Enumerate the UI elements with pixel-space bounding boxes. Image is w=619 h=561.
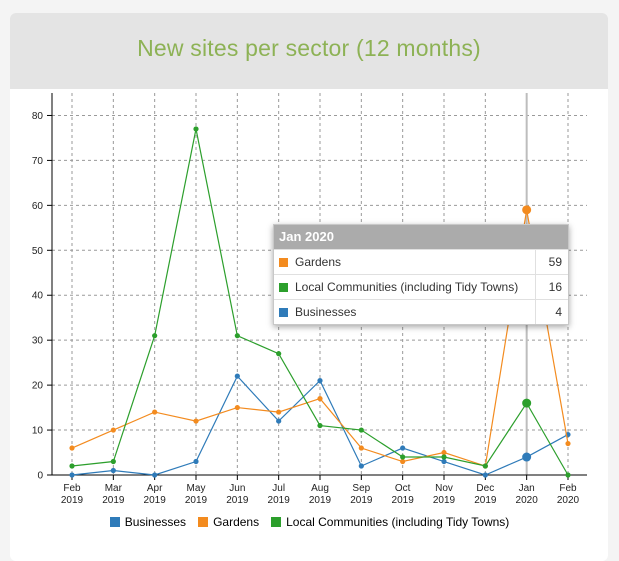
data-point (69, 472, 75, 478)
data-point (358, 463, 364, 469)
chart-tooltip: Jan 2020 Gardens 59 Local Communities (i… (273, 224, 569, 325)
x-tick-label-year: 2019 (102, 495, 125, 506)
legend-label: Gardens (213, 515, 260, 529)
data-point (522, 398, 532, 408)
x-tick-label-month: Feb (63, 483, 81, 494)
x-tick-label-year: 2020 (557, 495, 580, 506)
tooltip-swatch-gardens (279, 257, 288, 267)
data-point (400, 445, 406, 451)
x-tick-label-month: Jan (519, 483, 535, 494)
data-point (193, 418, 199, 424)
data-point (565, 472, 571, 478)
data-point (441, 449, 447, 456)
y-tick-label: 60 (32, 201, 44, 212)
data-point (69, 463, 75, 469)
x-tick-label-year: 2019 (433, 495, 456, 506)
data-point (110, 467, 116, 474)
legend-swatch-businesses (109, 517, 120, 527)
data-point (193, 126, 199, 132)
legend-swatch-gardens (198, 517, 209, 527)
x-tick-label-month: Nov (435, 483, 453, 494)
x-tick-label-month: Jun (229, 483, 245, 494)
data-point (317, 378, 323, 384)
data-point (400, 454, 406, 460)
tooltip-row-local-communities: Local Communities (including Tidy Towns)… (274, 274, 568, 299)
legend-item-businesses[interactable]: Businesses (109, 515, 187, 529)
data-point (152, 333, 158, 339)
tooltip-row-label: Businesses (295, 305, 357, 319)
x-tick-label-year: 2019 (350, 495, 373, 506)
x-tick-label-month: Oct (395, 483, 411, 494)
data-point (441, 458, 447, 465)
tooltip-swatch-local-communities (279, 282, 288, 292)
data-point (522, 205, 532, 215)
legend-item-gardens[interactable]: Gardens (198, 515, 259, 529)
legend-swatch-local-communities (271, 517, 282, 527)
tooltip-row-value: 59 (535, 250, 568, 274)
x-tick-label-month: Sep (352, 483, 370, 494)
tooltip-swatch-businesses (279, 307, 288, 317)
x-tick-label-year: 2019 (185, 495, 208, 506)
x-tick-label-year: 2019 (61, 495, 84, 506)
chart-legend: Businesses Gardens Local Communities (in… (0, 515, 619, 529)
y-tick-label: 50 (32, 246, 44, 257)
data-point (565, 440, 571, 447)
data-point (193, 458, 199, 465)
x-tick-label-year: 2020 (516, 495, 539, 506)
x-tick-label-month: Dec (476, 483, 494, 494)
tooltip-title: Jan 2020 (274, 225, 568, 249)
y-tick-label: 80 (32, 111, 44, 122)
data-point (234, 373, 240, 379)
x-tick-label-month: Aug (311, 483, 329, 494)
x-tick-label-year: 2019 (474, 495, 497, 506)
y-tick-label: 70 (32, 156, 44, 167)
data-point (276, 351, 282, 357)
data-point (441, 454, 447, 460)
tooltip-row-value: 4 (535, 300, 568, 324)
tooltip-row-businesses: Businesses 4 (274, 299, 568, 324)
tooltip-row-value: 16 (535, 275, 568, 299)
tooltip-row-label: Gardens (295, 255, 342, 269)
y-tick-label: 20 (32, 381, 44, 392)
x-tick-label-month: Feb (559, 483, 577, 494)
data-point (110, 458, 116, 465)
legend-label: Local Communities (including Tidy Towns) (286, 515, 510, 529)
data-point (69, 445, 75, 451)
x-tick-label-month: Mar (105, 483, 123, 494)
x-tick-label-month: May (187, 483, 206, 494)
chart-title: New sites per sector (12 months) (137, 35, 481, 61)
data-point (400, 458, 406, 465)
series-local-communities-including-tidy-towns (69, 126, 571, 478)
data-point (234, 333, 240, 339)
x-tick-label-year: 2019 (268, 495, 291, 506)
x-tick-label-month: Apr (147, 483, 163, 494)
x-tick-label-year: 2019 (226, 495, 249, 506)
data-point (522, 452, 532, 462)
legend-label: Businesses (124, 515, 187, 529)
x-tick-label-year: 2019 (392, 495, 415, 506)
x-tick-label-month: Jul (272, 483, 285, 494)
card-header: New sites per sector (12 months) (10, 13, 608, 89)
y-tick-label: 40 (32, 291, 44, 302)
data-point (358, 427, 364, 433)
y-tick-label: 10 (32, 426, 44, 437)
data-point (276, 418, 282, 424)
data-point (152, 472, 158, 478)
data-point (317, 396, 323, 402)
data-point (482, 472, 488, 478)
legend-item-local-communities[interactable]: Local Communities (including Tidy Towns) (271, 515, 509, 529)
data-point (234, 404, 240, 411)
tooltip-row-label: Local Communities (including Tidy Towns) (295, 280, 519, 294)
data-point (276, 409, 282, 415)
tooltip-row-gardens: Gardens 59 (274, 249, 568, 274)
data-point (152, 409, 158, 415)
data-point (358, 445, 364, 451)
y-tick-label: 0 (37, 471, 43, 482)
x-tick-label-year: 2019 (144, 495, 167, 506)
y-tick-label: 30 (32, 336, 44, 347)
data-point (482, 463, 488, 469)
x-tick-label-year: 2019 (309, 495, 332, 506)
data-point (110, 427, 116, 433)
data-point (317, 422, 323, 429)
